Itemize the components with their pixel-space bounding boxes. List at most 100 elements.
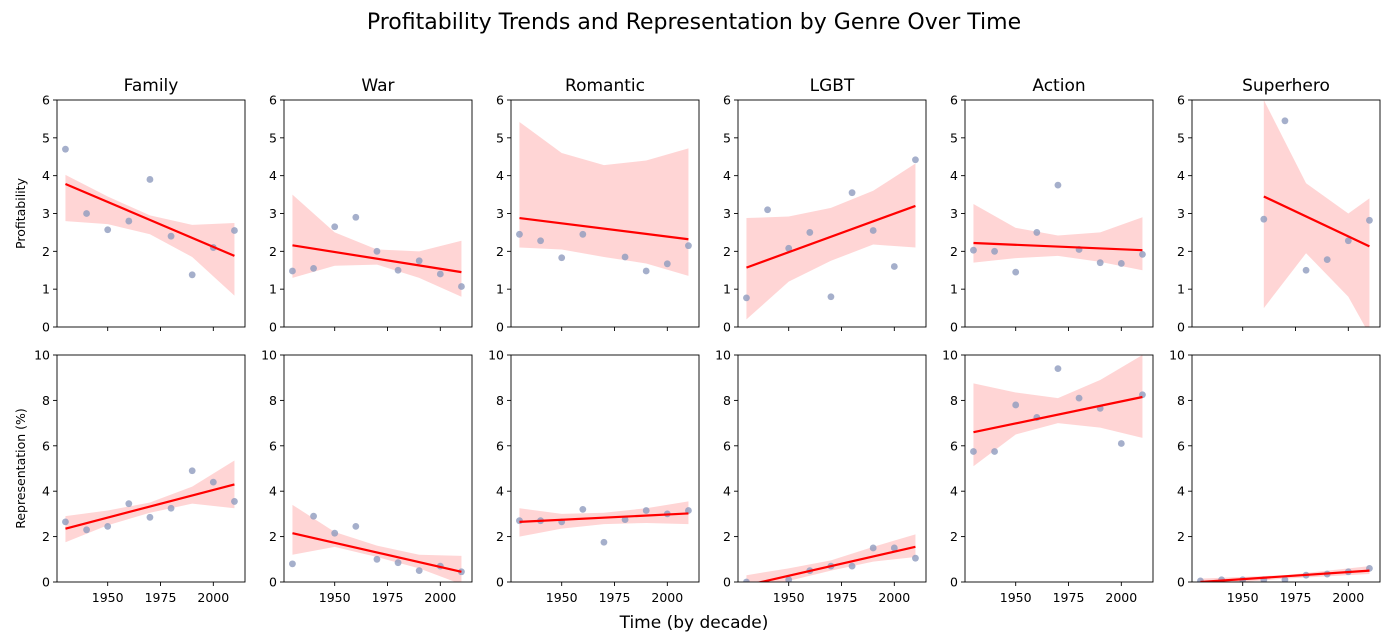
x-tick-label: 1950 bbox=[92, 590, 124, 605]
data-point bbox=[352, 213, 360, 221]
data-point bbox=[125, 500, 133, 508]
axes-frame bbox=[737, 354, 927, 583]
panel-family-profitability: 0 1 2 3 4 5 6 Family Profitability bbox=[13, 76, 246, 335]
y-tick-label: 2 bbox=[1177, 529, 1185, 544]
y-tick-label: 2 bbox=[950, 244, 958, 259]
trend-line bbox=[973, 241, 1143, 252]
plot-area bbox=[970, 355, 1146, 467]
data-point bbox=[579, 505, 587, 513]
data-point bbox=[1012, 268, 1020, 276]
y-tick-label: 0 bbox=[950, 575, 958, 590]
y-tick-label: 5 bbox=[496, 130, 504, 145]
data-point bbox=[827, 293, 835, 301]
confidence-band bbox=[746, 534, 916, 582]
confidence-band bbox=[519, 501, 689, 537]
data-point bbox=[743, 294, 750, 302]
confidence-band bbox=[65, 174, 235, 296]
y-tick-label: 10 bbox=[488, 348, 504, 363]
data-point bbox=[167, 232, 175, 240]
data-point bbox=[1075, 394, 1083, 402]
data-point bbox=[125, 217, 133, 225]
trend-line bbox=[292, 532, 462, 573]
data-point bbox=[1096, 259, 1104, 267]
y-tick-label: 4 bbox=[723, 484, 731, 499]
y-axis-label: Profitability bbox=[13, 177, 28, 249]
y-tick-label: 3 bbox=[496, 206, 504, 221]
data-point bbox=[912, 554, 919, 562]
y-tick-label: 6 bbox=[950, 93, 958, 108]
plot-area bbox=[289, 504, 465, 582]
data-point bbox=[1302, 266, 1310, 274]
y-tick-label: 1 bbox=[496, 282, 504, 297]
y-tick-label: 6 bbox=[1177, 438, 1185, 453]
data-point bbox=[642, 267, 650, 275]
y-tick-label: 5 bbox=[723, 130, 731, 145]
panel-war-representation: 0 2 4 6 8 10 1950 1975 2000 bbox=[261, 348, 473, 605]
y-tick-label: 0 bbox=[42, 320, 50, 335]
data-point bbox=[764, 206, 771, 214]
plot-area bbox=[1260, 100, 1373, 327]
subplot-title: Action bbox=[1032, 76, 1085, 96]
data-point bbox=[1012, 401, 1020, 409]
y-tick-label: 0 bbox=[42, 575, 50, 590]
y-tick-label: 8 bbox=[496, 393, 504, 408]
x-tick-label: 2000 bbox=[424, 590, 456, 605]
y-tick-label: 2 bbox=[950, 529, 958, 544]
data-point bbox=[146, 176, 154, 183]
plot-area bbox=[516, 121, 692, 276]
confidence-band bbox=[65, 460, 235, 543]
y-tick-label: 2 bbox=[42, 529, 50, 544]
y-tick-label: 8 bbox=[42, 393, 50, 408]
y-tick-label: 2 bbox=[42, 244, 50, 259]
y-tick-label: 0 bbox=[1177, 320, 1185, 335]
data-point bbox=[436, 270, 444, 278]
trend-line bbox=[519, 216, 689, 241]
y-tick-label: 6 bbox=[723, 438, 731, 453]
data-point bbox=[558, 254, 566, 262]
x-axis-label: Time (by decade) bbox=[619, 613, 769, 633]
y-tick-label: 0 bbox=[723, 320, 731, 335]
trend-line bbox=[65, 483, 235, 530]
data-point bbox=[912, 156, 919, 164]
panel-family-representation: 0 2 4 6 8 10 1950 1975 2000 Representation (%) bbox=[13, 348, 246, 605]
confidence-band bbox=[292, 504, 462, 582]
y-tick-label: 6 bbox=[269, 438, 277, 453]
data-point bbox=[373, 247, 381, 255]
data-point bbox=[331, 529, 339, 537]
x-tick-label: 2000 bbox=[651, 590, 683, 605]
data-point bbox=[579, 230, 587, 238]
data-point bbox=[785, 244, 793, 252]
data-point bbox=[1281, 117, 1289, 125]
plot-area bbox=[743, 156, 919, 320]
data-point bbox=[188, 467, 196, 475]
y-tick-label: 10 bbox=[715, 348, 731, 363]
trend-line bbox=[756, 545, 916, 582]
data-point bbox=[890, 263, 898, 270]
y-tick-label: 6 bbox=[269, 93, 277, 108]
y-tick-label: 0 bbox=[269, 320, 277, 335]
plot-area bbox=[1197, 564, 1373, 582]
data-point bbox=[1117, 260, 1125, 267]
x-tick-label: 2000 bbox=[1332, 590, 1364, 605]
y-axis-label: Representation (%) bbox=[13, 408, 28, 529]
plot-area bbox=[62, 145, 238, 296]
panel-lgbt-profitability: 0 1 2 3 4 5 6 LGBT bbox=[723, 76, 927, 335]
data-point bbox=[83, 210, 90, 217]
data-point bbox=[394, 266, 402, 274]
chart-title: Profitability Trends and Representation … bbox=[367, 10, 1021, 35]
data-point bbox=[1260, 215, 1268, 223]
data-point bbox=[104, 522, 112, 530]
x-tick-label: 1950 bbox=[546, 590, 578, 605]
data-point bbox=[289, 267, 296, 275]
data-point bbox=[970, 246, 977, 254]
data-point bbox=[415, 257, 423, 265]
x-tick-label: 1950 bbox=[773, 590, 805, 605]
subplot-title: LGBT bbox=[810, 76, 855, 96]
y-tick-label: 1 bbox=[1177, 282, 1185, 297]
y-tick-label: 0 bbox=[269, 575, 277, 590]
x-tick-label: 1975 bbox=[1053, 590, 1085, 605]
y-tick-label: 6 bbox=[42, 438, 50, 453]
data-point bbox=[621, 516, 629, 523]
confidence-band bbox=[519, 121, 689, 276]
